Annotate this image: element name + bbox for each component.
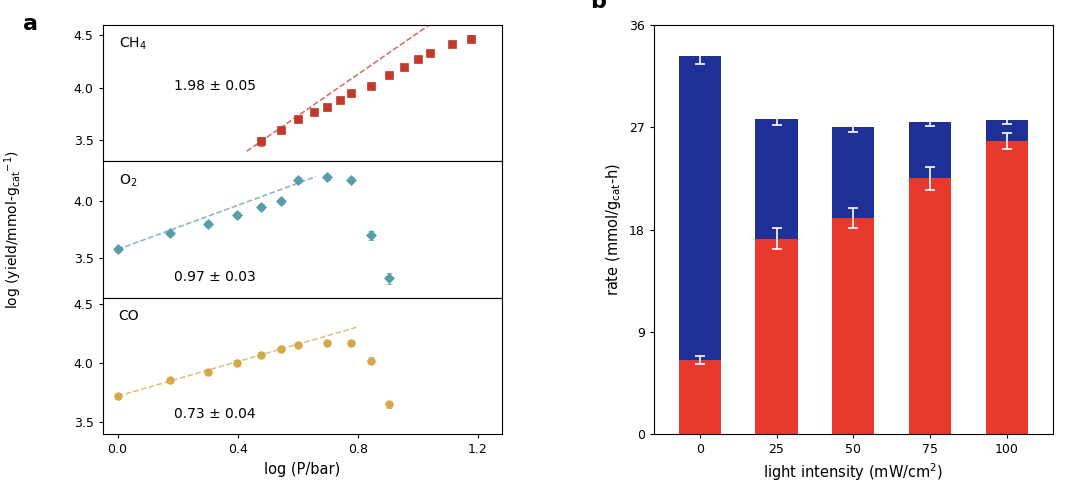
- X-axis label: light intensity (mW/cm$^2$): light intensity (mW/cm$^2$): [764, 462, 944, 484]
- Text: 0.73 ± 0.04: 0.73 ± 0.04: [175, 407, 256, 421]
- Text: CO: CO: [119, 309, 139, 323]
- Text: log (yield/mmol-g$_\mathregular{cat}$$^{-1}$): log (yield/mmol-g$_\mathregular{cat}$$^{…: [2, 150, 24, 309]
- Bar: [909, 122, 951, 179]
- Text: CH$_4$: CH$_4$: [119, 36, 147, 52]
- Bar: [986, 120, 1028, 141]
- Text: O$_2$: O$_2$: [119, 172, 137, 189]
- Text: 0.97 ± 0.03: 0.97 ± 0.03: [175, 270, 256, 284]
- Text: 1.98 ± 0.05: 1.98 ± 0.05: [175, 79, 256, 93]
- Text: a: a: [23, 14, 38, 34]
- X-axis label: log (P/bar): log (P/bar): [265, 462, 340, 477]
- Bar: [678, 360, 720, 434]
- Bar: [909, 179, 951, 434]
- Bar: [755, 239, 798, 434]
- Bar: [833, 127, 875, 218]
- Text: b: b: [590, 0, 606, 12]
- Bar: [986, 141, 1028, 434]
- Bar: [833, 218, 875, 434]
- Bar: [678, 56, 720, 360]
- Y-axis label: rate (mmol/g$_\mathregular{cat}$-h): rate (mmol/g$_\mathregular{cat}$-h): [604, 163, 623, 296]
- Bar: [755, 119, 798, 239]
